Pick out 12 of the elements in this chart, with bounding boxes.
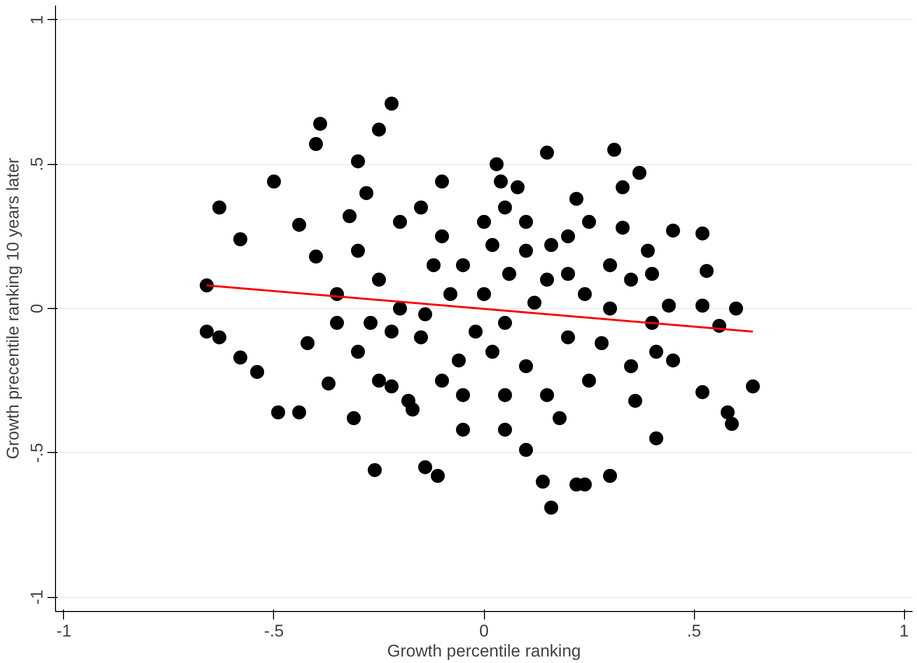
x-tick-label: 0 (479, 622, 489, 640)
x-tick-label: 1 (899, 622, 909, 640)
y-axis-title: Growth precentile ranking 10 years later (4, 157, 22, 460)
y-tick-label: 1 (28, 15, 46, 25)
x-axis-title: Growth percentile ranking (387, 642, 581, 660)
x-tick-label: -1 (56, 622, 72, 640)
y-tick-label: 0 (28, 304, 46, 314)
x-tick-label: .5 (686, 622, 702, 640)
y-tick-label: -1 (28, 590, 46, 605)
y-tick-label: .5 (28, 157, 46, 172)
x-tick-label: -.5 (264, 622, 284, 640)
y-tick-label: -.5 (28, 442, 46, 463)
